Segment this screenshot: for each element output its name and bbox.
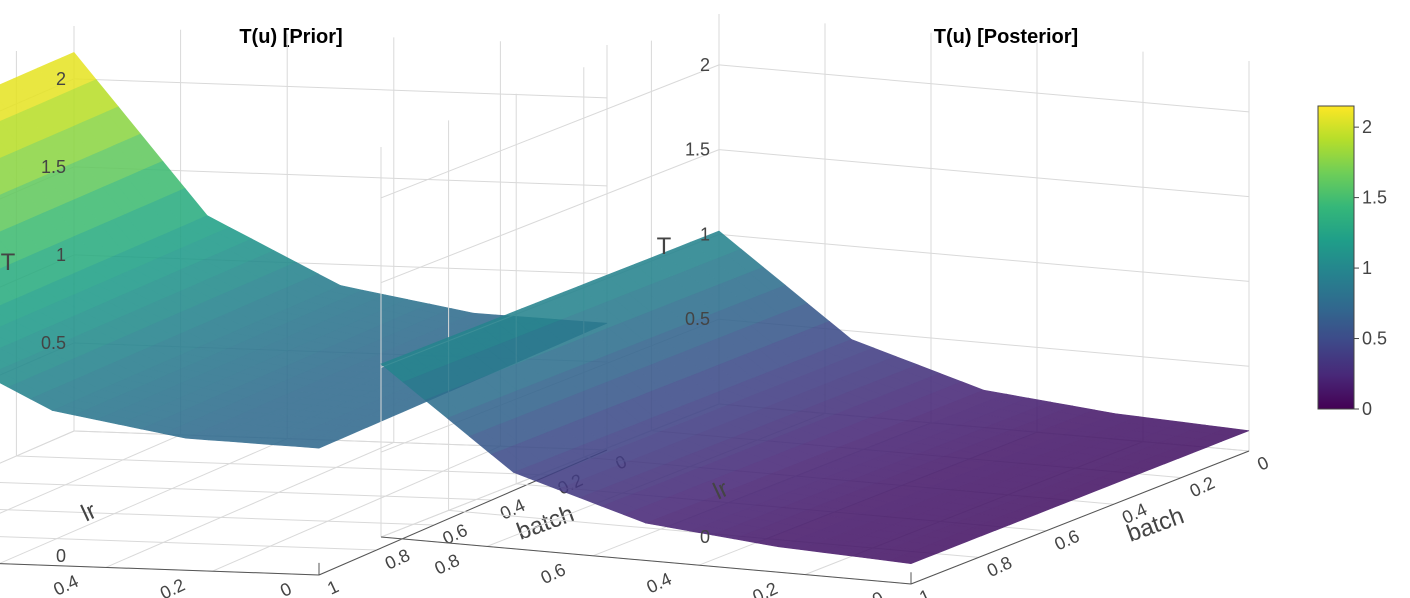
floor-gridline	[0, 536, 377, 551]
y-tick-label: 0.6	[538, 559, 569, 588]
wall-gridline	[380, 64, 720, 199]
y-tick-label: 0.2	[157, 575, 188, 598]
floor-gridline	[212, 445, 501, 572]
x-tick-label: 0.8	[984, 552, 1015, 581]
x-tick-label: 0.8	[382, 545, 413, 574]
chart-title-prior: T(u) [Prior]	[239, 26, 342, 48]
wall-gridline	[718, 233, 1250, 282]
wall-gridline	[73, 78, 608, 99]
axis-edge	[0, 563, 320, 576]
surface-mesh	[0, 52, 608, 449]
colorbar-tick-label: 1.5	[1362, 188, 1387, 208]
z-tick-label: 1	[56, 245, 66, 265]
x-tick-label: 0.2	[1187, 473, 1218, 502]
y-tick-label: 0.4	[644, 569, 675, 598]
chart-title-posterior: T(u) [Posterior]	[934, 26, 1078, 48]
y-axis-label: lr	[77, 497, 100, 527]
wall-gridline	[718, 149, 1250, 198]
x-tick-label: 0	[1254, 452, 1272, 474]
colorbar-tick-label: 2	[1362, 117, 1372, 137]
colorbar-tick-label: 0	[1362, 399, 1372, 419]
z-tick-label: 0	[56, 546, 66, 566]
wall-gridline	[718, 64, 1250, 113]
z-tick-label: 1.5	[685, 140, 710, 160]
floor-gridline	[0, 434, 181, 514]
z-tick-label: 2	[56, 69, 66, 89]
z-tick-label: 0	[700, 527, 710, 547]
axis-edge	[910, 450, 1250, 585]
surface-plot-posterior[interactable]: 00.20.40.60.8100.20.40.60.800.511.52Tlrb…	[380, 14, 1272, 598]
floor-gridline	[0, 438, 288, 564]
surface-patch	[0, 220, 8, 233]
colorbar-gradient	[1317, 105, 1355, 410]
z-tick-label: 2	[700, 55, 710, 75]
z-tick-label: 1.5	[41, 157, 66, 177]
y-tick-label: 0.2	[750, 578, 781, 598]
floor-gridline	[16, 455, 550, 476]
wall-gridline	[380, 149, 720, 284]
floor-gridline	[0, 481, 492, 501]
y-tick-label: 0.4	[50, 571, 81, 598]
z-axis-label: T	[1, 249, 16, 276]
colorbar: 0 0.5 1 1.5 2	[1317, 105, 1387, 419]
colorbar-tick-label: 1	[1362, 258, 1372, 278]
z-tick-label: 0.5	[41, 333, 66, 353]
colorbar-tick-label: 0.5	[1362, 329, 1387, 349]
surface-patch	[1212, 427, 1250, 437]
y-tick-label: 0	[277, 578, 295, 598]
y-tick-label: 0	[869, 587, 887, 598]
x-tick-label: 0.6	[1051, 526, 1082, 555]
surface-mesh	[380, 230, 1250, 565]
floor-gridline	[105, 441, 394, 568]
z-tick-label: 1	[700, 224, 710, 244]
x-tick-label: 1	[324, 576, 342, 598]
wall-gridline	[0, 430, 75, 464]
floor-gridline	[0, 509, 435, 526]
z-tick-label: 0.5	[685, 309, 710, 329]
surface-patch	[0, 259, 6, 270]
axis-edge	[380, 536, 912, 585]
y-tick-label: 0.8	[432, 550, 463, 579]
z-axis-label: T	[657, 233, 672, 260]
surface-plot-prior[interactable]: 00.20.40.60.8100.20.40.60.800.511.52Tlrb…	[0, 26, 630, 598]
x-tick-label: 1	[916, 585, 934, 598]
